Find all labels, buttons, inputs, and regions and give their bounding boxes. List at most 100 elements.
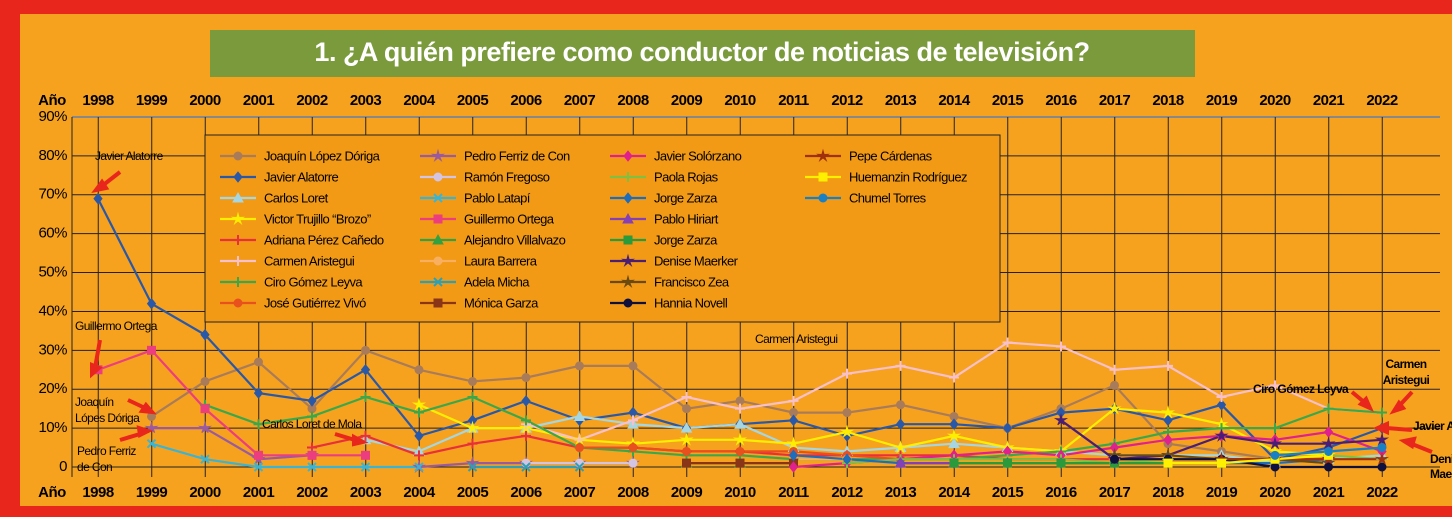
marker [786,436,801,450]
legend-marker [233,151,243,161]
x-tick-label: 2007 [564,92,596,109]
x-tick-label: 2016 [1045,92,1077,109]
legend-marker [623,192,633,204]
marker [1270,462,1280,472]
legend-marker [433,172,443,182]
marker [1217,458,1226,468]
x-tick-label: 2001 [243,92,275,109]
marker [1270,450,1280,460]
marker [307,462,317,472]
marker [893,440,908,454]
marker [575,443,584,453]
marker [1056,341,1066,352]
x-tick-label: 2015 [992,92,1024,109]
legend-label: Mónica Garza [464,295,539,310]
x-tick-label: 2008 [617,92,649,109]
arrow [90,339,103,379]
x-tick-label: 2005 [457,92,489,109]
marker [1374,451,1390,465]
marker [628,361,638,371]
marker [1002,422,1013,434]
arrow [334,432,369,447]
marker [521,373,531,383]
marker [1107,401,1122,415]
legend-marker [433,298,443,308]
x-tick-label: 2019 [1206,484,1238,501]
x-tick-label: 1999 [136,484,168,501]
legend-label: Adriana Pérez Cañedo [264,232,384,247]
marker [468,376,477,386]
marker [521,430,531,441]
annotation: Carmen Aristegui [755,332,837,346]
marker [360,392,371,402]
legend-label: José Gutiérrez Vivó [264,295,366,310]
marker [1270,380,1280,391]
annotation: Carmen [1385,357,1426,371]
annotation: Lópes Dóriga [75,411,140,425]
x-tick-label: 2022 [1366,92,1398,109]
legend-label: Victor Trujillo “Brozo” [264,211,371,226]
marker [467,392,478,402]
arrow [91,170,122,193]
marker [307,450,317,460]
marker [361,450,370,460]
marker [1377,443,1387,453]
marker [200,376,210,386]
marker [896,400,905,410]
series-line [1114,458,1382,469]
marker [628,443,638,453]
marker [200,404,210,414]
marker [360,363,371,376]
marker [948,437,960,449]
marker [414,462,424,472]
marker [1163,433,1173,446]
x-tick-label: 2017 [1099,484,1131,501]
x-tick-label: 2002 [296,484,328,501]
title-box [210,30,1195,77]
marker [628,415,638,426]
y-tick-label: 50% [38,264,67,281]
y-tick-label: 30% [38,341,67,358]
marker [254,450,263,460]
marker [521,395,531,407]
legend-label: Denise Maerker [654,253,739,268]
x-tick-label: 2010 [724,484,756,501]
legend-marker [620,274,636,288]
x-tick-label: 2016 [1045,484,1077,501]
marker [307,395,317,407]
y-tick-label: 40% [38,302,67,319]
annotation: Javier Alatorre [95,149,164,163]
legend-marker [233,256,243,266]
x-tick-label: 2011 [778,92,809,109]
marker [146,438,157,449]
marker [894,457,907,468]
legend-marker [232,191,244,203]
chart-title: 1. ¿A quién prefiere como conductor de n… [314,37,1089,67]
legend-marker [433,256,443,266]
legend-label: Ramón Fregoso [464,169,550,184]
marker [1163,458,1173,468]
arrow [1350,390,1374,412]
legend-label: Javier Alatorre [264,169,338,184]
marker [735,458,745,468]
marker [895,360,906,371]
x-tick-label: 2020 [1259,484,1291,501]
marker [200,328,210,341]
marker [949,458,959,468]
legend-marker [432,233,444,245]
x-tick-label: 1998 [82,484,114,501]
x-tick-label: 2021 [1313,92,1345,109]
legend-marker [818,172,828,182]
y-tick-label: 70% [38,186,67,203]
marker [946,428,962,442]
marker [253,419,264,430]
x-tick-label: 2012 [831,92,863,109]
marker [197,420,213,433]
x-tick-label: 2014 [938,484,971,501]
x-tick-label: 2013 [885,92,917,109]
marker [254,357,263,367]
legend-marker [433,277,443,287]
marker [842,453,852,466]
marker [1321,436,1336,450]
legend-label: Pedro Ferriz de Con [464,148,570,163]
